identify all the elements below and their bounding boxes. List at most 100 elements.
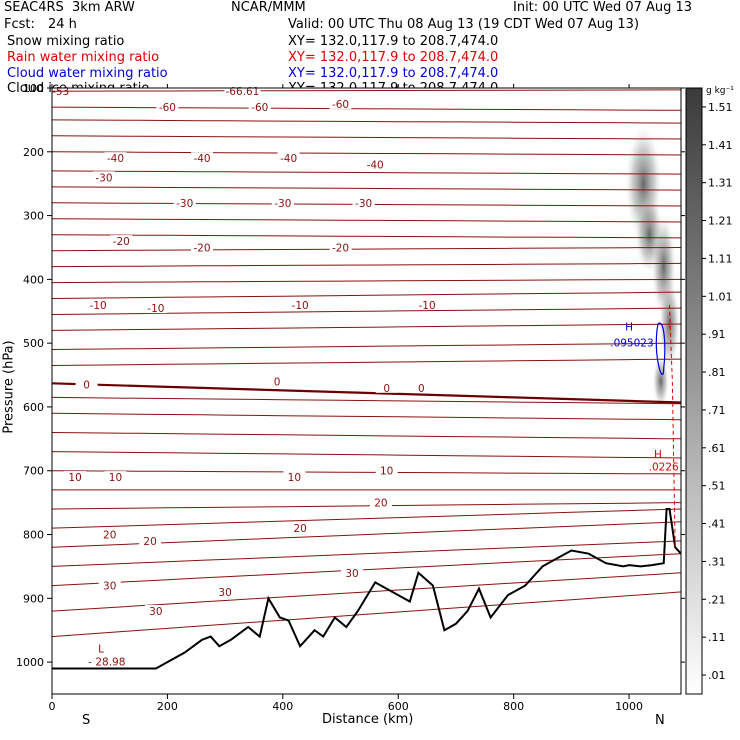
rain-high-marker: H [654, 449, 662, 461]
isotherm-line [51, 502, 682, 510]
isotherm-line [51, 247, 682, 252]
isotherm-line [51, 553, 682, 587]
y-tick-label: 900 [23, 592, 44, 605]
freezing-isotherm [51, 382, 682, 404]
isotherm-label-bg [271, 196, 294, 208]
colorbar-label: .01 [708, 669, 726, 682]
cloud-water-high-marker: H [625, 321, 633, 333]
isotherm-label-bg [98, 579, 121, 591]
y-tick-label: 100 [23, 82, 44, 95]
colorbar-label: 1.31 [708, 177, 733, 190]
isotherm-line [51, 234, 682, 239]
isotherm-line [51, 170, 682, 175]
isotherm-label: 20 [103, 530, 116, 542]
org-label: NCAR/MMM [231, 0, 306, 15]
isotherm-line [51, 451, 682, 459]
isotherm-label-bg [341, 566, 364, 578]
isotherm-line [51, 470, 682, 475]
isotherm-line [51, 508, 682, 529]
isotherm-label: -40 [193, 153, 210, 165]
y-tick-label: 400 [23, 273, 44, 286]
colorbar-label: .61 [708, 442, 726, 455]
isotherm-label: -30 [95, 172, 112, 184]
isotherm-label-bg [75, 378, 98, 390]
isotherm-label-bg [289, 298, 312, 310]
y-axis-label: Pressure (hPa) [1, 340, 17, 434]
isotherm-label-bg [266, 375, 289, 387]
isotherm-label-bg [104, 471, 127, 483]
isotherm-line [51, 358, 682, 366]
isotherm-label-bg [410, 381, 433, 393]
isotherm-line [51, 540, 682, 567]
snow-shading-blob [652, 355, 669, 407]
colorbar-label: 1.41 [708, 139, 733, 152]
isotherm-label-bg [416, 298, 439, 310]
isotherm-label: 30 [218, 587, 231, 599]
isotherm-label: -10 [90, 300, 107, 312]
isotherm-line [51, 89, 681, 92]
isotherm-label-bg [139, 534, 162, 546]
isotherm-label-bg [64, 471, 87, 483]
isotherm-label: 30 [103, 581, 116, 593]
isotherm-label: -20 [193, 242, 210, 254]
colorbar: 1.51 1.41 1.31 1.21 1.11 1.01 .91 .81 .71 .61 .51.… [685, 87, 733, 695]
colorbar-label: .71 [708, 404, 726, 417]
temp-top-label: -66.61 [226, 86, 260, 98]
isotherm-label-bg [364, 158, 387, 170]
fcst-value: 24 h [48, 17, 77, 32]
isotherm-label-bg [329, 97, 352, 109]
terrain-line [52, 508, 682, 670]
isotherm-label: 0 [274, 376, 281, 388]
low-marker: L [98, 644, 104, 656]
isotherm-label: -60 [251, 102, 268, 114]
isotherm-label-bg [375, 464, 398, 476]
field-rain-name: Rain water mixing ratio [7, 50, 160, 65]
isotherm-label-bg [375, 381, 398, 393]
isotherm-label-bg [214, 585, 237, 597]
isotherm-label: 20 [143, 536, 156, 548]
field-snow-xy: XY= 132.0,117.9 to 208.7,474.0 [288, 34, 499, 49]
isotherm-line [51, 186, 682, 191]
x-tick-label: 400 [272, 700, 293, 713]
isotherm-line [51, 591, 682, 638]
y-tick-label: 1000 [16, 656, 44, 669]
colorbar-label: 1.21 [708, 215, 733, 228]
field-cloudwater-name: Cloud water mixing ratio [7, 66, 168, 81]
field-snow-name: Snow mixing ratio [7, 34, 125, 49]
isotherm-label-bg [144, 605, 167, 617]
terrain-profile [52, 508, 682, 670]
valid-time: Valid: 00 UTC Thu 08 Aug 13 (19 CDT Wed … [288, 17, 640, 32]
isotherm-label-bg [277, 152, 300, 164]
y-tick-label: 200 [23, 146, 44, 159]
isotherm-line [51, 291, 682, 299]
isotherm-label-bg [224, 85, 261, 97]
isotherm-label: 0 [418, 383, 425, 395]
isotherm-label: 30 [345, 568, 358, 580]
isotherm-label-bg [156, 101, 179, 113]
isotherm-label-bg [283, 471, 306, 483]
x-axis-label: Distance (km) [322, 712, 414, 727]
isotherm-label: 20 [374, 498, 387, 510]
isotherm-label: -40 [280, 153, 297, 165]
isotherm-label: 20 [293, 523, 306, 535]
plot-frame [51, 87, 682, 695]
isotherm-line [51, 432, 682, 440]
isotherm-label: -30 [355, 198, 372, 210]
isotherm-label: -10 [419, 300, 436, 312]
y-tick-label: 500 [23, 337, 44, 350]
isotherm-label: 10 [109, 472, 122, 484]
y-tick-label: 600 [23, 401, 44, 414]
isotherm-label-bg [289, 522, 312, 534]
isotherm-label: -10 [147, 303, 164, 315]
isotherm-line [51, 135, 682, 140]
isotherm-label: -20 [113, 236, 130, 248]
isotherm-line [51, 521, 682, 548]
colorbar-label: .51 [708, 480, 726, 493]
y-tick-label: 300 [23, 210, 44, 223]
isotherm-label: 30 [149, 606, 162, 618]
colorbar-scale [685, 87, 703, 695]
x-tick-label: 0 [49, 700, 56, 713]
y-tick-label: 800 [23, 529, 44, 542]
